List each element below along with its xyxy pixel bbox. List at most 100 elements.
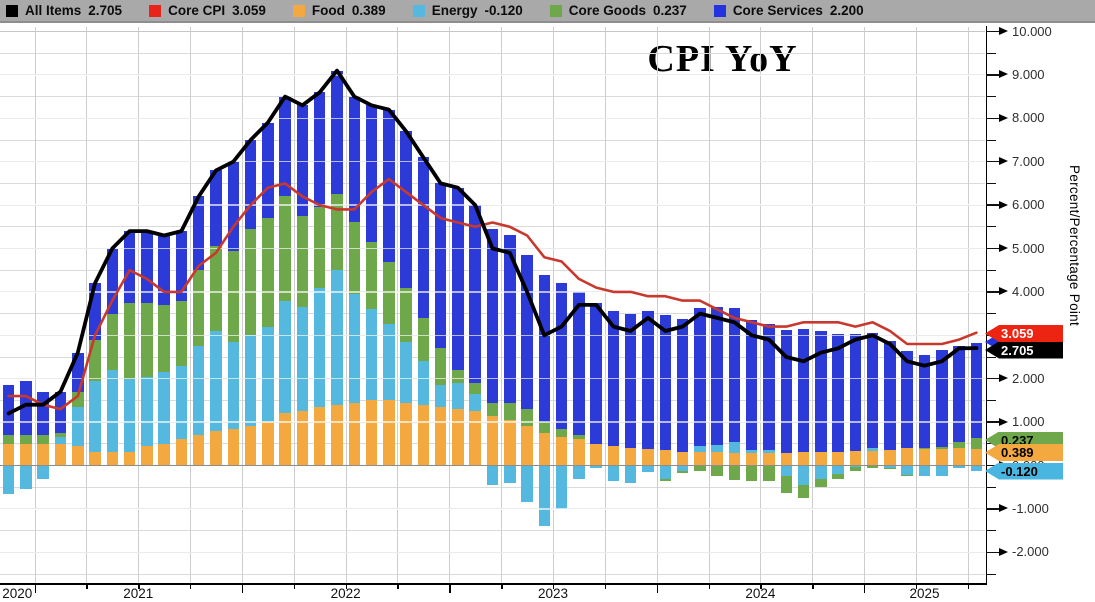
bar-segment-food — [296, 411, 309, 466]
legend-item-core-services[interactable]: Core Services 2.200 — [713, 3, 864, 18]
bar-segment-food — [624, 448, 637, 466]
gridline-overlay — [0, 204, 985, 206]
gridline-v — [552, 27, 554, 583]
bar-segment-energy — [158, 372, 170, 444]
bar-segment-food — [728, 453, 741, 466]
x-tick-year — [34, 584, 36, 593]
bar-segment-food — [452, 409, 464, 466]
legend-item-all-items[interactable]: All Items 2.705 — [6, 3, 122, 18]
bar-segment-core-goods — [711, 465, 723, 477]
bar-segment-core-services — [2, 385, 15, 436]
bar-segment-core-goods — [72, 391, 84, 407]
bar-segment-core-services — [745, 320, 758, 451]
gridline-v — [293, 27, 295, 583]
y-tick-label: 5.000 — [1012, 240, 1045, 256]
bar-segment-core-services — [158, 235, 170, 305]
bar-segment-energy — [400, 341, 412, 403]
bar-segment-energy — [780, 465, 793, 477]
x-tick-quarter — [501, 584, 503, 589]
bar-segment-core-services — [313, 92, 326, 208]
y-tick-label: 7.000 — [1012, 153, 1045, 169]
gridline-h — [0, 486, 985, 488]
bar-segment-food — [797, 452, 810, 466]
bar-segment-core-goods — [936, 446, 948, 449]
y-tick-major — [986, 247, 999, 250]
bar-segment-energy — [538, 465, 551, 527]
bar-segment-food — [348, 402, 360, 466]
bar-segment-core-services — [244, 140, 257, 229]
gridline-overlay — [0, 551, 985, 554]
bar-segment-food — [918, 449, 931, 466]
bar-segment-core-goods — [106, 313, 119, 370]
bar-segment-energy — [590, 465, 602, 468]
legend-item-core-cpi[interactable]: Core CPI 3.059 — [149, 3, 266, 18]
legend-label: Energy — [431, 3, 478, 18]
gridline-overlay — [0, 377, 985, 380]
bar-segment-core-services — [37, 391, 49, 436]
x-year-label-2024: 2024 — [745, 586, 776, 601]
bar-segment-energy — [694, 445, 706, 453]
bar-segment-core-goods — [521, 409, 533, 427]
gridline-v — [915, 27, 917, 583]
bar-segment-core-services — [469, 205, 481, 384]
x-tick-quarter — [604, 584, 607, 589]
bar-segment-food — [953, 448, 965, 466]
gridline-v — [656, 27, 658, 583]
bar-segment-core-services — [555, 283, 568, 429]
legend-value: 0.389 — [351, 3, 386, 18]
bar-segment-core-goods — [832, 474, 844, 480]
bar-segment-core-services — [227, 161, 240, 251]
bar-segment-food — [936, 449, 948, 466]
y-tick-arrow-icon — [999, 287, 1008, 296]
bar-segment-food — [279, 413, 291, 466]
legend-value: 2.705 — [88, 3, 123, 18]
y-tick-major — [986, 551, 999, 554]
axis-badge--0-120: -0.120 — [985, 462, 1063, 480]
gridline-v — [812, 27, 814, 583]
bar-segment-energy — [54, 437, 67, 444]
bar-segment-energy — [20, 465, 32, 490]
bar-segment-core-goods — [728, 465, 741, 480]
bar-segment-energy — [815, 465, 827, 479]
bar-segment-core-services — [711, 307, 723, 445]
x-tick-quarter — [552, 584, 555, 589]
bar-segment-food — [538, 432, 551, 466]
y-tick-major — [986, 291, 999, 293]
bar-segment-core-goods — [348, 222, 360, 295]
y-tick-minor — [986, 226, 996, 228]
bar-segment-energy — [262, 326, 274, 423]
bar-segment-core-services — [763, 324, 775, 450]
y-tick-major — [986, 160, 999, 163]
bar-segment-energy — [227, 341, 240, 429]
bar-segment-energy — [901, 465, 913, 476]
bar-segment-core-goods — [158, 304, 170, 373]
bar-segment-core-goods — [469, 383, 481, 394]
gridline-overlay — [0, 74, 985, 76]
bar-segment-core-goods — [452, 370, 464, 384]
gridline-v — [449, 27, 451, 583]
x-tick-quarter — [293, 584, 296, 589]
legend-item-energy[interactable]: Energy -0.120 — [412, 3, 523, 18]
bar-segment-energy — [918, 465, 931, 477]
bar-segment-core-services — [192, 196, 205, 271]
bar-segment-core-goods — [504, 402, 516, 420]
legend-item-core-goods[interactable]: Core Goods 0.237 — [549, 3, 687, 18]
bar-segment-food — [89, 452, 101, 466]
legend-label: Food — [311, 3, 345, 18]
bar-segment-core-goods — [849, 466, 862, 472]
y-tick-arrow-icon — [999, 200, 1008, 209]
bar-segment-food — [37, 443, 49, 466]
x-tick-quarter — [915, 584, 918, 589]
bar-segment-core-services — [780, 329, 793, 454]
legend-label: Core CPI — [168, 3, 226, 18]
legend-item-food[interactable]: Food 0.389 — [292, 3, 386, 18]
bar-segment-core-goods — [797, 485, 810, 499]
gridline-h — [0, 226, 985, 228]
gridline-h — [0, 139, 985, 141]
bar-segment-core-goods — [2, 435, 15, 444]
core-goods-swatch-icon — [549, 4, 562, 17]
core-cpi-swatch-icon — [149, 4, 162, 17]
bar-segment-energy — [866, 448, 879, 452]
bar-segment-core-services — [573, 291, 585, 436]
gridline-v — [345, 27, 347, 583]
